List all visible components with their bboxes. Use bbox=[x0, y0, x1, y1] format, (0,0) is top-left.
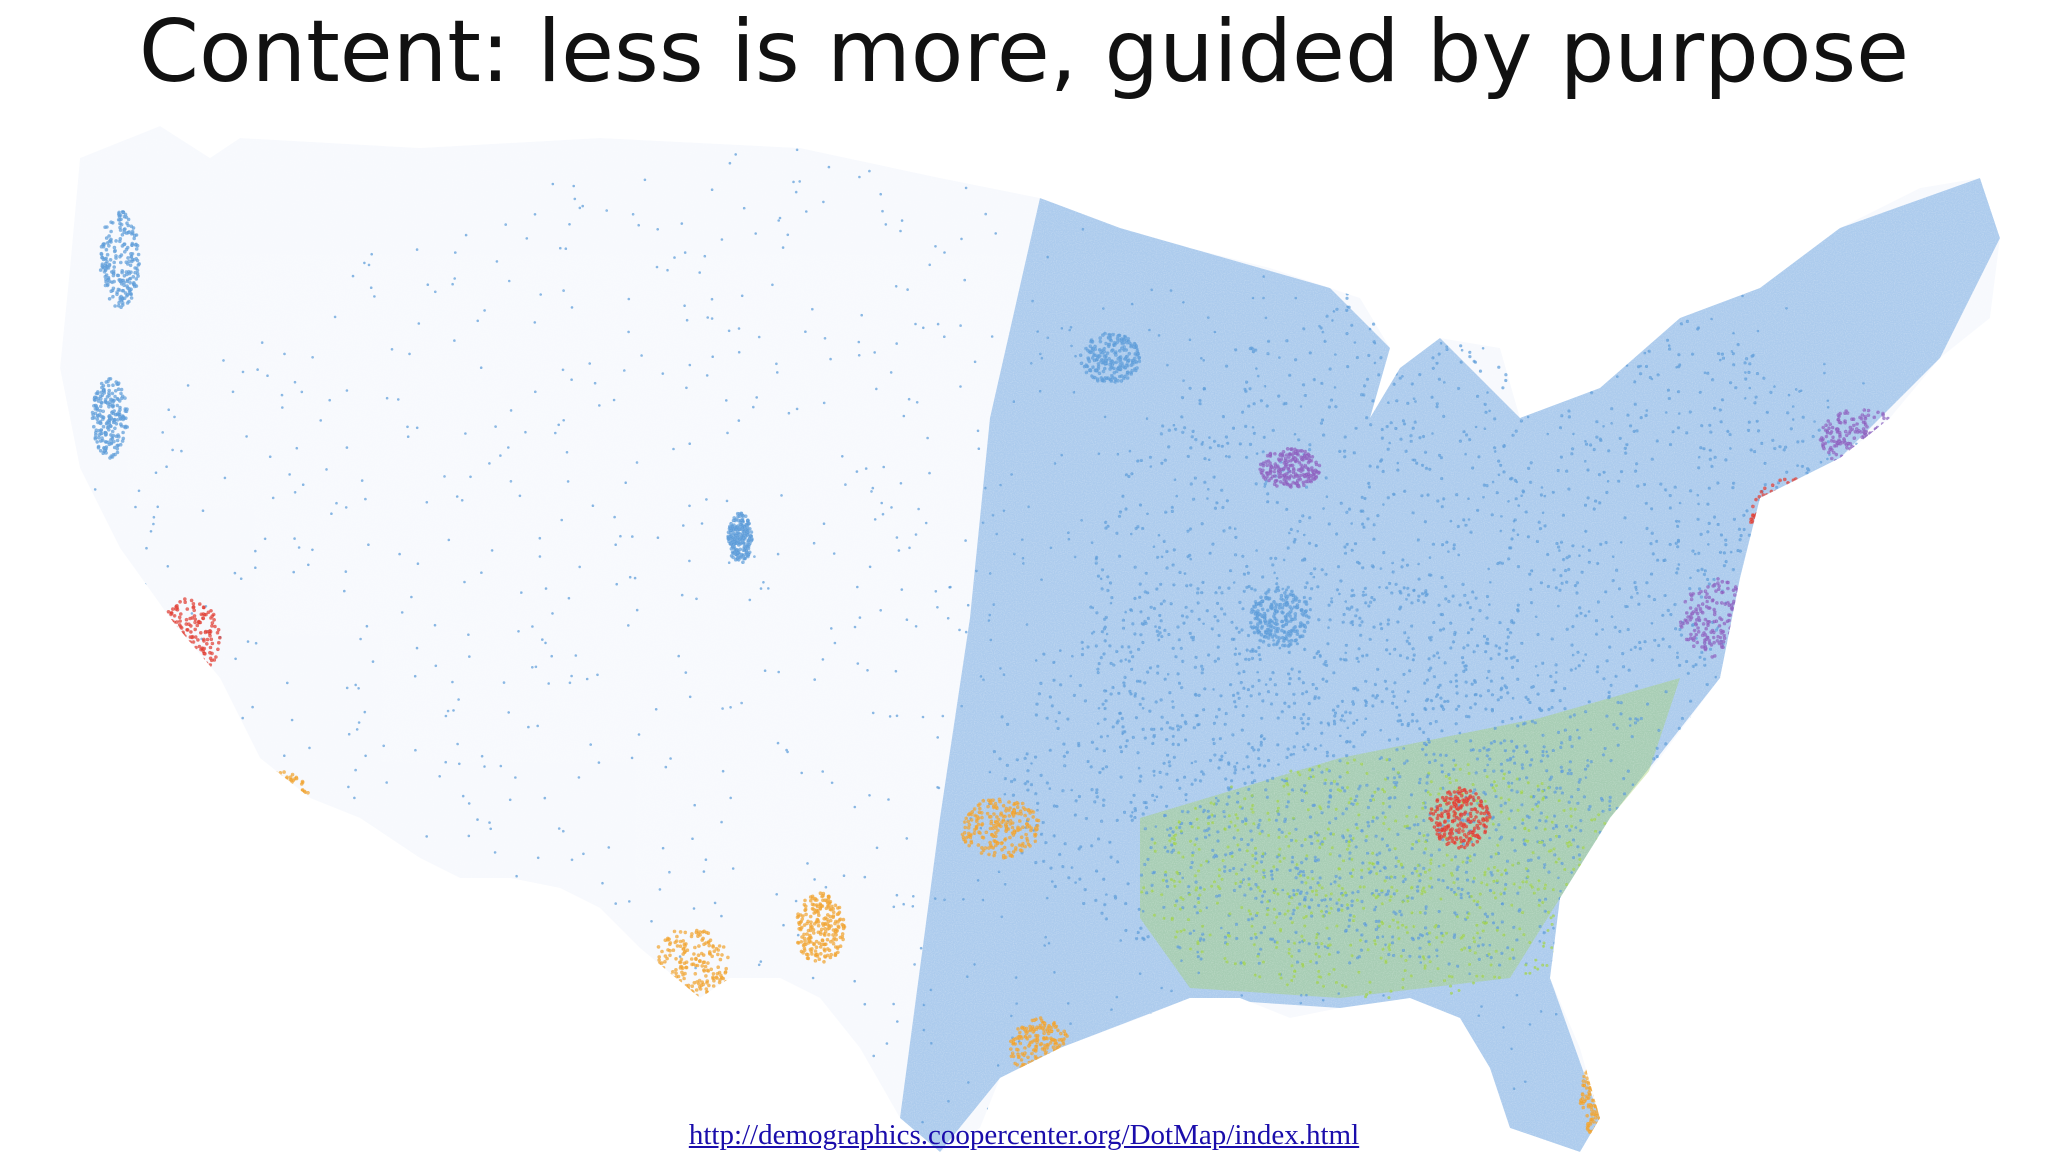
map-dots-layer bbox=[60, 126, 2000, 1152]
dot-density-map bbox=[40, 118, 2020, 1152]
us-population-dot-map bbox=[60, 126, 2000, 1152]
slide-title: Content: less is more, guided by purpose bbox=[138, 2, 1910, 102]
source-link[interactable]: http://demographics.coopercenter.org/Dot… bbox=[688, 1119, 1360, 1151]
